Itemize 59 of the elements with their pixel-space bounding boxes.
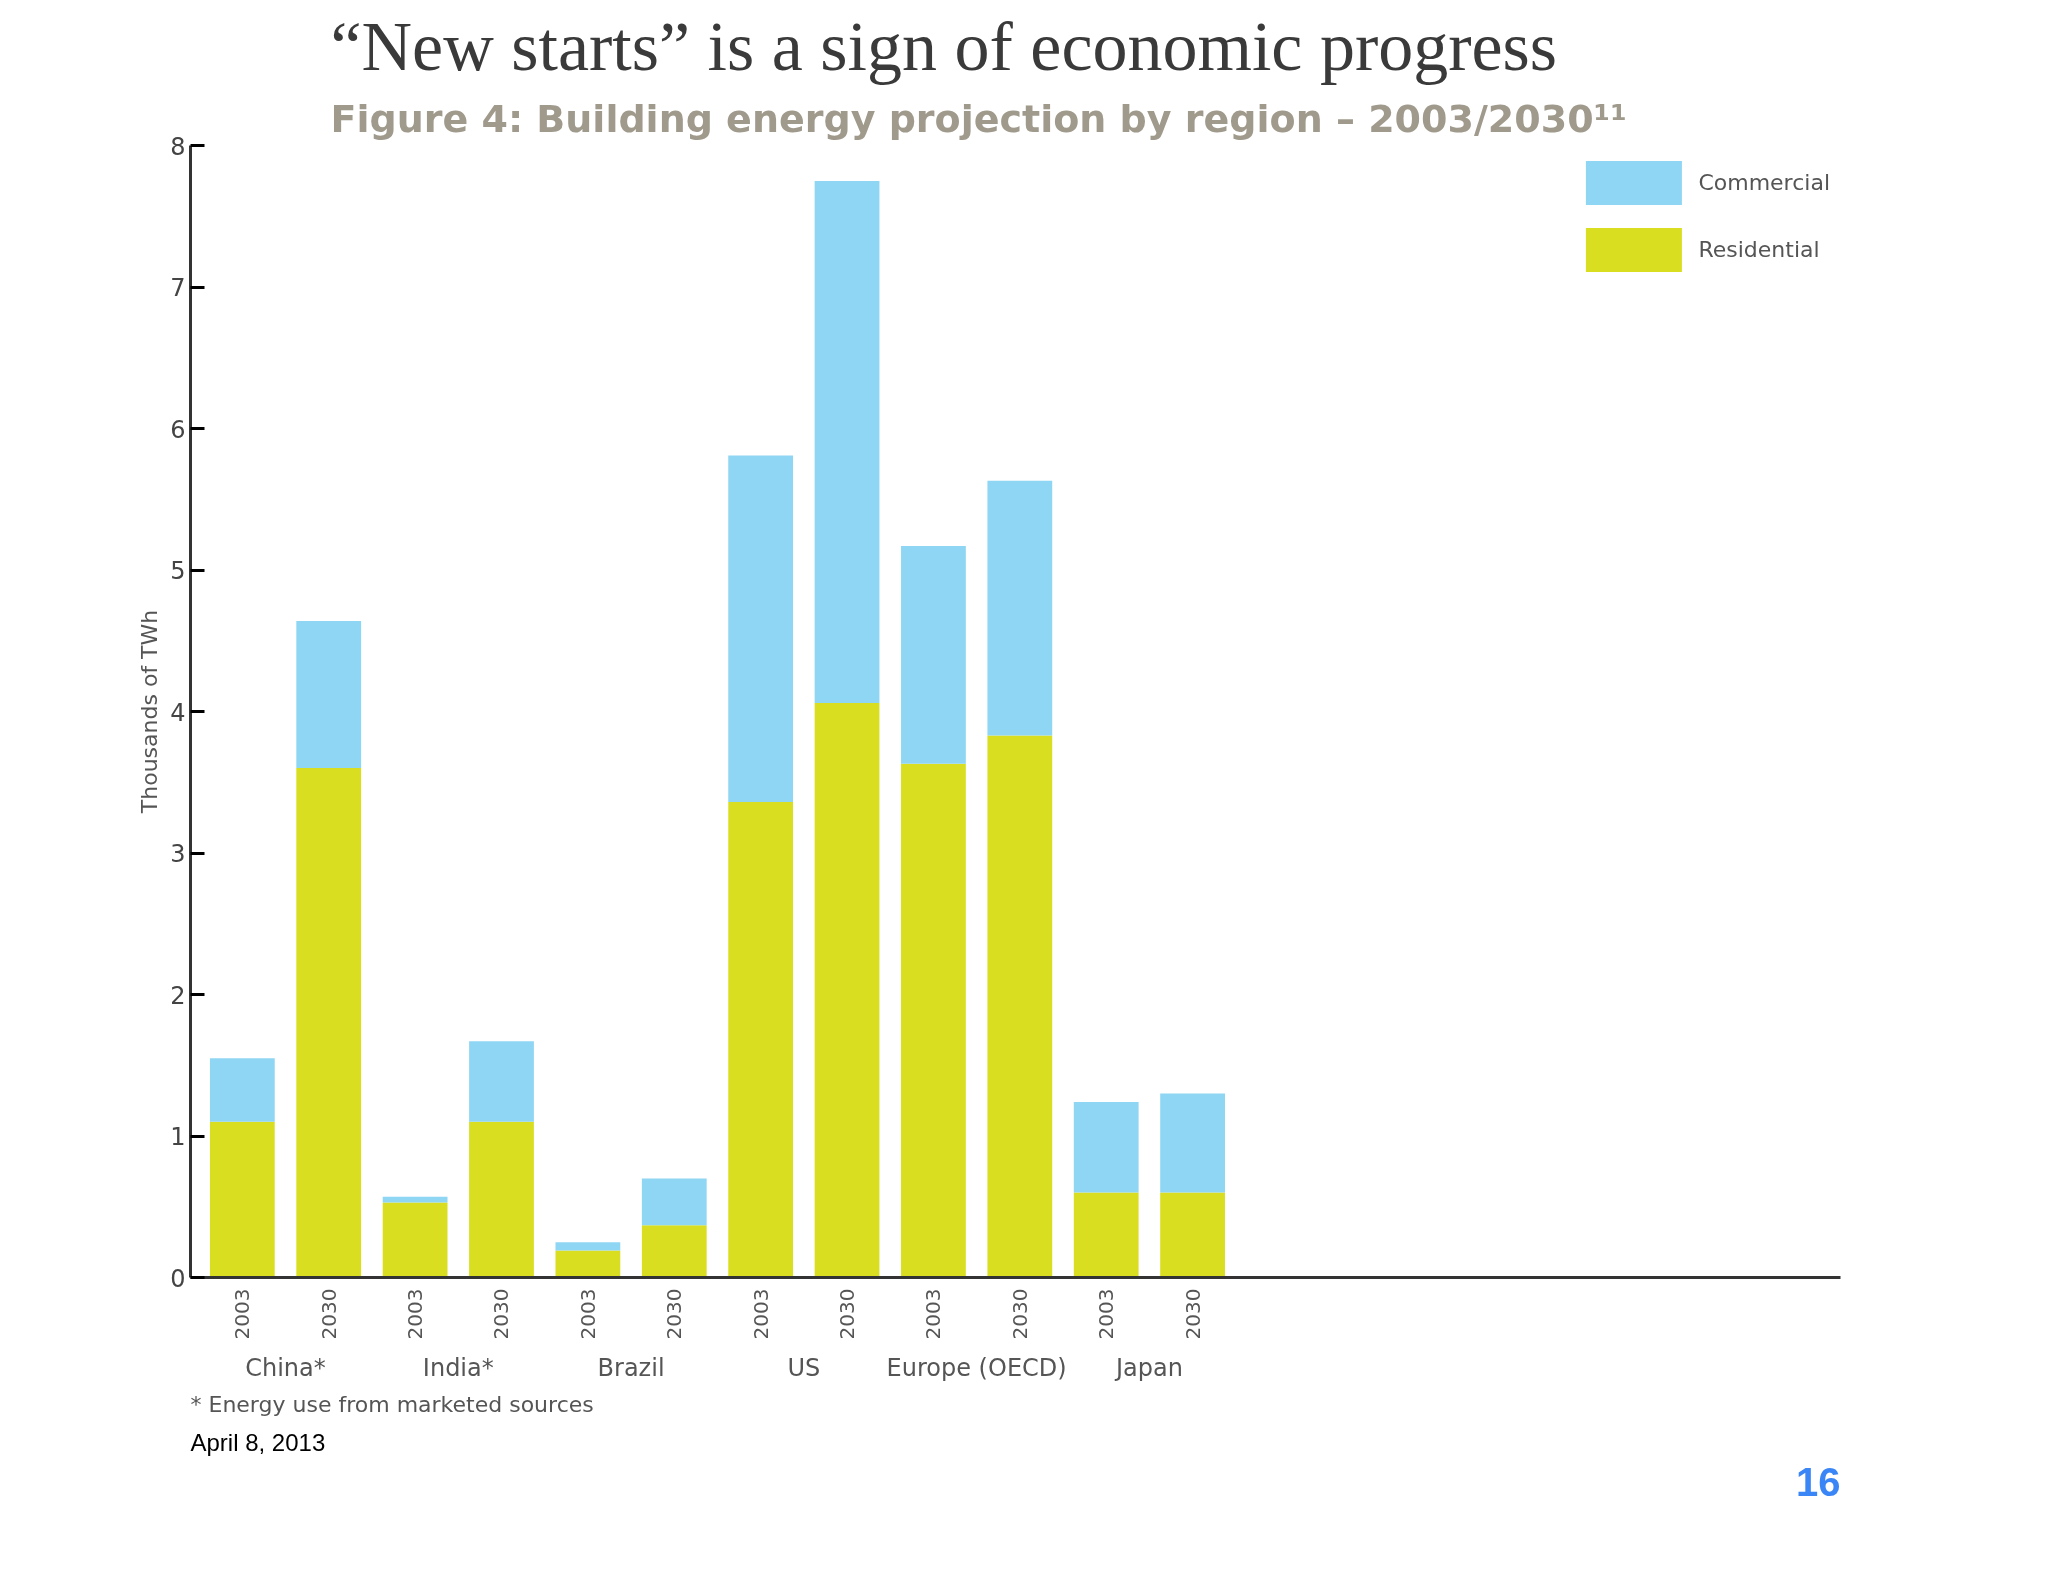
x-tick-label: 2030	[316, 1288, 341, 1340]
y-tick-label: 0	[170, 1264, 186, 1293]
y-tick-label: 7	[170, 274, 186, 302]
text: * Energy use from marketed sources	[190, 1391, 594, 1417]
text: US	[787, 1353, 821, 1382]
bar	[555, 1250, 621, 1278]
x-tick-label: 2003	[921, 1288, 946, 1340]
text: India*	[422, 1353, 494, 1382]
y-tick-label: 2	[170, 981, 186, 1010]
bar	[641, 1225, 707, 1278]
bar	[814, 180, 880, 704]
legend-label: Residential	[1698, 237, 1820, 262]
x-tick-label: 2030	[1180, 1288, 1205, 1340]
bar	[1073, 1192, 1139, 1278]
x-tick-label: 2030	[662, 1288, 687, 1340]
y-tick-label: 8	[170, 132, 186, 161]
y-tick-label: 4	[170, 698, 186, 727]
text: April 8, 2013	[190, 1428, 326, 1456]
bar	[1073, 1102, 1139, 1193]
text: Europe (OECD)	[886, 1353, 1067, 1382]
bar	[901, 545, 966, 764]
chart-subtitle: Figure 4: Building energy projection by region – 2003/2030¹¹	[330, 96, 1627, 141]
y-tick-label: 1	[170, 1123, 186, 1151]
x-tick-label: 2003	[575, 1288, 600, 1340]
bar	[469, 1121, 534, 1278]
y-axis-title: Thousands of TWh	[137, 609, 163, 815]
bar	[296, 768, 362, 1278]
text: 16	[1796, 1459, 1841, 1504]
bar	[382, 1202, 448, 1278]
bar	[901, 763, 966, 1278]
x-tick-label: 2030	[1007, 1288, 1032, 1340]
bar	[209, 1058, 275, 1122]
bar	[382, 1196, 448, 1203]
bar	[209, 1121, 275, 1278]
bar	[1160, 1192, 1225, 1278]
chart-title: “New starts” is a sign of economic progress	[330, 7, 1558, 85]
bar	[1160, 1093, 1225, 1193]
x-tick-label: 2030	[489, 1288, 514, 1340]
bar	[555, 1242, 621, 1251]
x-tick-label: 2003	[230, 1288, 255, 1340]
bar	[814, 703, 880, 1278]
bar	[641, 1178, 707, 1226]
x-tick-label: 2003	[1094, 1288, 1119, 1340]
bar	[987, 480, 1053, 736]
text: Brazil	[597, 1353, 665, 1382]
y-tick-label: 6	[170, 415, 186, 444]
bar	[728, 455, 794, 803]
bar	[296, 620, 362, 769]
text: Japan	[1113, 1353, 1183, 1382]
text: China*	[245, 1353, 326, 1382]
y-tick-label: 5	[170, 557, 186, 585]
bar	[469, 1041, 534, 1122]
y-tick-label: 3	[170, 840, 186, 868]
legend-label: Commercial	[1698, 170, 1830, 195]
x-tick-label: 2003	[748, 1288, 773, 1340]
bar	[728, 802, 794, 1278]
bar	[987, 735, 1053, 1278]
x-tick-label: 2030	[835, 1288, 860, 1340]
x-tick-label: 2003	[403, 1288, 428, 1340]
